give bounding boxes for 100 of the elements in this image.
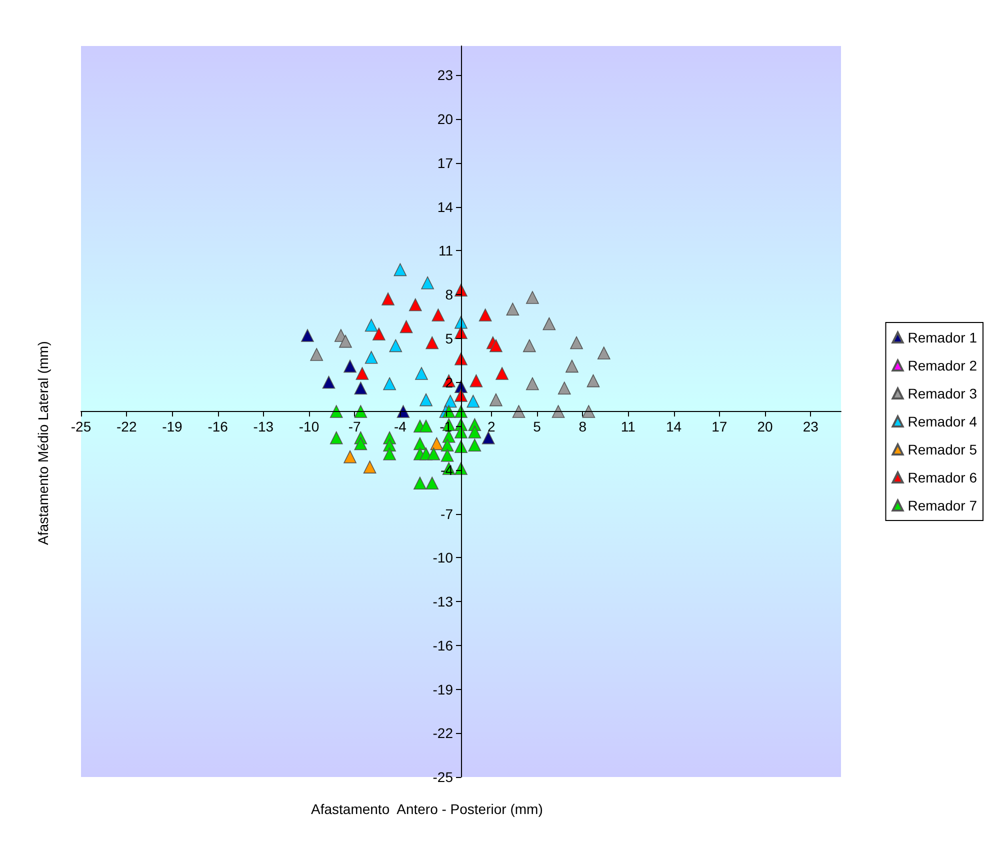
point (389, 339, 402, 352)
y-tick-label: -22 (432, 725, 454, 742)
x-tick-label: -13 (253, 418, 274, 434)
legend-label: Remador 4 (908, 414, 978, 430)
point (354, 405, 368, 418)
point (442, 405, 456, 418)
point (552, 405, 565, 418)
point (523, 339, 536, 352)
point (582, 405, 596, 418)
legend-label: Remador 6 (908, 470, 978, 486)
point (432, 308, 445, 322)
point (330, 405, 343, 418)
y-tick-label: 5 (445, 330, 454, 346)
point (414, 437, 426, 450)
y-tick-label: -10 (432, 550, 454, 566)
point (526, 291, 539, 304)
point (382, 292, 394, 306)
point (364, 318, 378, 332)
point (570, 336, 583, 350)
point (454, 426, 468, 438)
point (468, 438, 482, 452)
point (482, 431, 495, 444)
point (506, 302, 520, 316)
point (454, 352, 468, 366)
point (396, 405, 410, 418)
point (542, 317, 556, 330)
x-axis-title: Afastamento Antero - Posterior (mm) (311, 801, 543, 817)
y-tick-label: 2 (445, 374, 454, 390)
point (364, 351, 378, 364)
y-tick-label: -19 (432, 681, 454, 698)
y-tick-label: 11 (438, 242, 454, 259)
x-tick-label: 2 (488, 418, 496, 434)
y-tick-label: -13 (432, 594, 454, 610)
point (566, 360, 578, 373)
point (470, 374, 483, 388)
x-tick-label: -25 (70, 418, 92, 434)
x-tick-label: -7 (348, 418, 362, 434)
point (490, 393, 502, 406)
point (322, 376, 336, 389)
y-tick-label: -25 (432, 769, 454, 785)
point (597, 346, 610, 360)
point (344, 450, 356, 464)
point (400, 320, 413, 334)
x-tick-label: 20 (757, 418, 773, 434)
point (526, 377, 539, 390)
point (496, 367, 508, 380)
x-tick-label: -4 (394, 418, 407, 434)
legend-label: Remador 7 (908, 498, 978, 514)
point (466, 394, 480, 408)
point (339, 334, 352, 348)
y-tick-label: 17 (437, 154, 454, 171)
point (558, 382, 571, 395)
point (440, 438, 454, 452)
point (427, 448, 440, 460)
point (415, 367, 428, 380)
point (440, 448, 454, 462)
x-tick-label: -19 (162, 418, 183, 434)
point (344, 360, 356, 373)
point (356, 367, 369, 380)
point (383, 448, 396, 460)
x-tick-label: 23 (802, 418, 819, 434)
x-tick-label: 14 (666, 418, 682, 434)
x-tick-label: -16 (208, 418, 228, 434)
legend-label: Remador 3 (908, 386, 978, 402)
point (354, 382, 368, 395)
point (310, 348, 323, 361)
x-tick-label: -10 (298, 418, 320, 434)
point (454, 389, 468, 402)
y-tick-label: 14 (437, 198, 454, 215)
y-tick-label: 20 (437, 111, 454, 128)
point (478, 308, 492, 322)
point (512, 405, 526, 418)
point (394, 263, 407, 276)
point (414, 476, 426, 490)
point (430, 437, 444, 450)
y-tick-label: -16 (432, 637, 454, 654)
point (426, 476, 439, 490)
x-tick-label: 11 (620, 418, 636, 434)
y-axis-title: Afastamento Médio Lateral (mm) (35, 341, 51, 545)
legend-label: Remador 5 (908, 442, 978, 458)
point (586, 374, 600, 388)
point (301, 329, 314, 342)
point (409, 298, 422, 312)
point (363, 460, 376, 474)
x-tick-label: 8 (578, 418, 587, 434)
x-tick-label: 5 (533, 418, 542, 434)
point (420, 420, 432, 433)
point (421, 276, 434, 290)
point (468, 426, 482, 438)
y-tick-label: 8 (445, 286, 454, 303)
legend-label: Remador 1 (908, 330, 978, 346)
point (426, 336, 439, 350)
point (354, 437, 368, 450)
point (372, 328, 386, 340)
point (383, 377, 396, 390)
point (490, 339, 502, 352)
y-tick-label: 23 (437, 67, 454, 84)
point (330, 431, 343, 444)
x-tick-label: 17 (712, 418, 728, 434)
point (420, 393, 432, 406)
